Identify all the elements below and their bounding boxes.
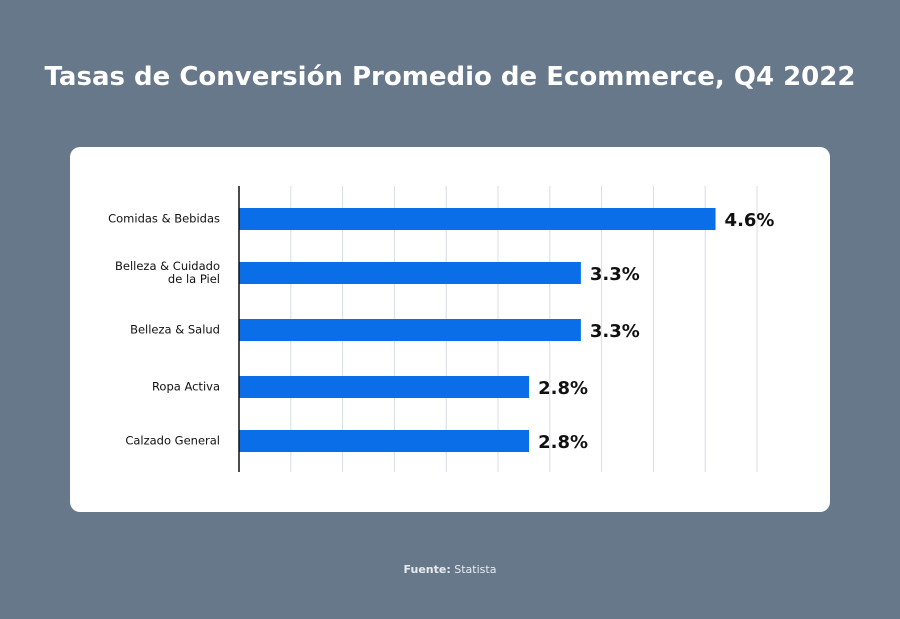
value-label: 3.3% — [590, 321, 640, 342]
value-label: 3.3% — [590, 264, 640, 285]
source-name: Statista — [454, 563, 497, 576]
category-label: Belleza & Salud — [130, 322, 220, 337]
bar — [239, 319, 581, 341]
bar — [239, 376, 530, 398]
value-label: 2.8% — [538, 378, 588, 399]
value-label: 2.8% — [538, 432, 588, 453]
chart-title: Tasas de Conversión Promedio de Ecommerc… — [44, 62, 856, 92]
category-label: Comidas & Bebidas — [108, 211, 220, 226]
source: Fuente: Statista — [0, 563, 900, 576]
category-label: Belleza & Cuidado de la Piel — [115, 259, 220, 286]
bar — [239, 208, 716, 230]
category-label: Calzado General — [125, 433, 220, 448]
bar — [239, 262, 581, 284]
value-label: 4.6% — [725, 210, 775, 231]
source-label: Fuente: — [403, 563, 451, 576]
bar — [239, 430, 530, 452]
category-label: Ropa Activa — [151, 379, 220, 394]
